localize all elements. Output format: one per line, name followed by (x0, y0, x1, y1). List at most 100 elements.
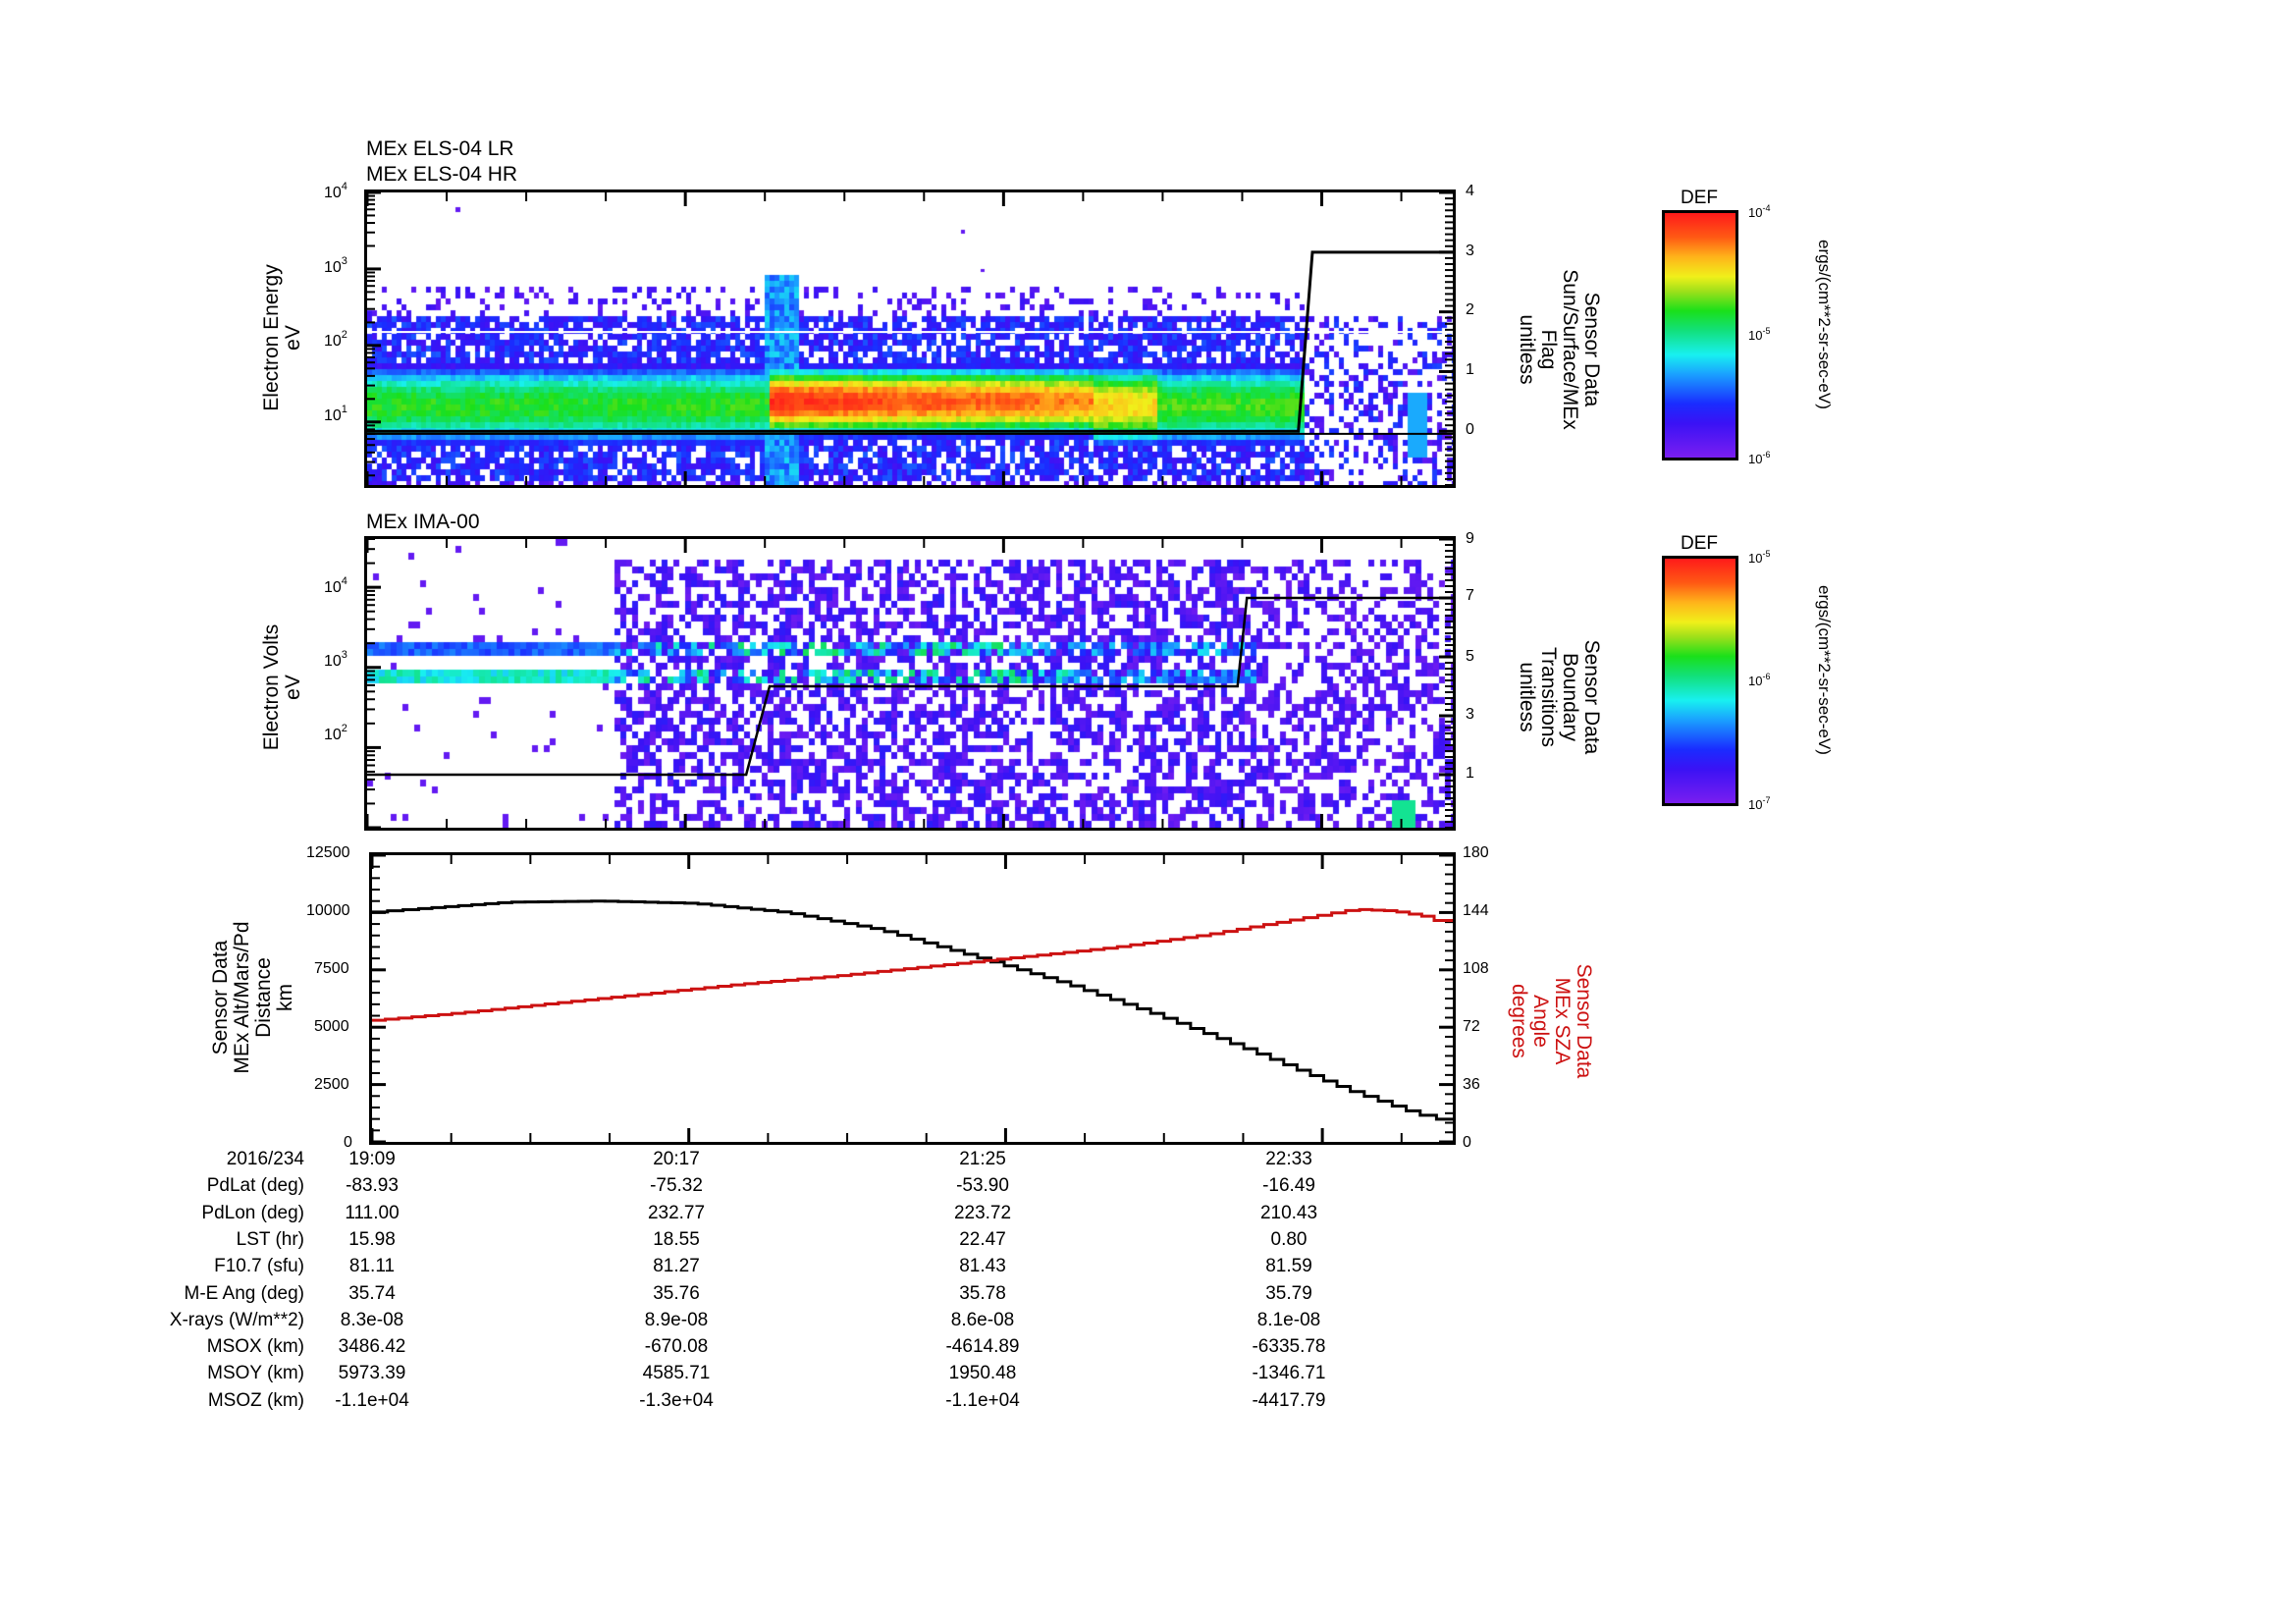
ephemeris-cell: -75.32 (650, 1175, 703, 1197)
ephemeris-row-label: F10.7 (sfu) (214, 1256, 304, 1277)
ephemeris-cell: -670.08 (644, 1336, 709, 1358)
els-right-axis-label-line1: Sensor Data (1580, 292, 1603, 407)
ima-colorbar-tick-min: 10-7 (1748, 795, 1771, 812)
ima-right-axis-label-line3: Transitions (1537, 647, 1560, 747)
ima-spectrogram (367, 539, 1453, 828)
ephemeris-row: MSOY (km) 5973.39 4585.71 1950.48 -1346.71 (0, 1363, 2296, 1388)
ima-right-tick-7: 7 (1466, 587, 1474, 604)
ima-colorbar-title: DEF (1681, 533, 1718, 554)
ephemeris-row: PdLat (deg) -83.93 -75.32 -53.90 -16.49 (0, 1175, 2296, 1201)
ephemeris-cell: 8.6e-08 (950, 1309, 1015, 1330)
ephemeris-cell: -1346.71 (1252, 1363, 1326, 1384)
els-colorbar (1662, 210, 1738, 460)
els-colorbar-tick-max: 10-4 (1748, 203, 1771, 220)
ima-ytick-1e3: 103 (324, 649, 347, 670)
ephemeris-row: MSOX (km) 3486.42 -670.08 -4614.89 -6335.78 (0, 1336, 2296, 1362)
els-spectrogram-panel (364, 189, 1456, 488)
ima-left-axis-label-line1: Electron Volts (260, 623, 283, 751)
ephemeris-row-label: LST (hr) (236, 1228, 304, 1250)
ephemeris-row: LST (hr) 15.98 18.55 22.47 0.80 (0, 1229, 2296, 1255)
ephemeris-row: MSOZ (km) -1.1e+04 -1.3e+04 -1.1e+04 -4417.7… (0, 1390, 2296, 1416)
ephemeris-cell: 223.72 (953, 1202, 1012, 1223)
ephemeris-cell: -1.3e+04 (639, 1389, 714, 1411)
orbit-left-axis-label-line4: km (274, 984, 296, 1011)
ima-right-tick-5: 5 (1466, 648, 1474, 665)
ima-right-axis-label-line4: unitless (1516, 662, 1538, 732)
els-left-axis-label-line2: eV (282, 325, 304, 351)
orbit-left-axis-label-line2: MEx Alt/Mars/Pd (231, 921, 253, 1074)
ima-title: MEx IMA-00 (366, 511, 480, 533)
orbit-right-tick-108: 108 (1463, 960, 1489, 977)
els-overlay (365, 190, 1453, 486)
ephemeris-row-label: PdLon (deg) (201, 1202, 304, 1223)
els-spectrogram (367, 192, 1453, 485)
orbit-right-tick-36: 36 (1463, 1076, 1480, 1093)
orbit-right-axis-label: Sensor Data MEx SZA Angle degrees (1504, 923, 1595, 1119)
ima-ytick-1e2: 102 (324, 723, 347, 743)
orbit-ytick-12500: 12500 (306, 844, 350, 861)
ephemeris-cell: 8.1e-08 (1256, 1309, 1321, 1330)
ephemeris-cell: 35.78 (959, 1282, 1006, 1304)
ephemeris-row-label: MSOZ (km) (207, 1389, 304, 1411)
els-colorbar-tick-mid: 10-5 (1748, 326, 1771, 343)
orbit-right-axis-label-line3: Angle (1529, 995, 1552, 1048)
els-right-tick-0: 0 (1466, 421, 1474, 438)
ephemeris-cell: 8.3e-08 (340, 1309, 404, 1330)
orbit-right-tick-144: 144 (1463, 902, 1489, 919)
ephemeris-row: 2016/234 19:09 20:17 21:25 22:33 (0, 1149, 2296, 1174)
ephemeris-cell: -53.90 (956, 1175, 1009, 1197)
els-left-axis-label-line1: Electron Energy (260, 264, 283, 411)
ephemeris-cell: 35.79 (1265, 1282, 1312, 1304)
ephemeris-cell: 19:09 (348, 1149, 396, 1169)
ima-right-axis-label: Sensor Data Boundary Transitions unitles… (1512, 599, 1603, 795)
els-title-lr: MEx ELS-04 LR (366, 137, 514, 160)
els-right-axis-label: Sensor Data Sun/Surface/MEx Flag unitles… (1512, 251, 1603, 448)
ephemeris-cell: 35.76 (653, 1282, 700, 1304)
ima-right-tick-3: 3 (1466, 706, 1474, 723)
ephemeris-cell: -1.1e+04 (335, 1389, 409, 1411)
els-title-hr: MEx ELS-04 HR (366, 163, 518, 186)
ephemeris-cell: -1.1e+04 (945, 1389, 1020, 1411)
ephemeris-cell: 81.11 (348, 1256, 396, 1277)
ephemeris-cell: 8.9e-08 (644, 1309, 709, 1330)
ephemeris-cell: -83.93 (346, 1175, 399, 1197)
orbit-right-tick-180: 180 (1463, 844, 1489, 861)
ima-ytick-1e4: 104 (324, 575, 347, 596)
els-colorbar-tick-min: 10-6 (1748, 450, 1771, 466)
els-ytick-1e3: 103 (324, 255, 347, 276)
els-right-tick-2: 2 (1466, 301, 1474, 318)
ephemeris-cell: 22:33 (1265, 1149, 1312, 1169)
ephemeris-cell: -16.49 (1262, 1175, 1315, 1197)
orbit-right-tick-72: 72 (1463, 1018, 1480, 1035)
ephemeris-row-label: M-E Ang (deg) (184, 1282, 305, 1304)
els-right-tick-1: 1 (1466, 361, 1474, 378)
ima-right-axis-label-line1: Sensor Data (1580, 639, 1603, 755)
els-right-tick-3: 3 (1466, 243, 1474, 259)
ima-colorbar (1662, 556, 1738, 806)
els-right-tick-4: 4 (1466, 183, 1474, 199)
ephemeris-cell: 232.77 (647, 1202, 706, 1223)
ephemeris-cell: 21:25 (959, 1149, 1006, 1169)
ephemeris-row: M-E Ang (deg) 35.74 35.76 35.78 35.79 (0, 1283, 2296, 1309)
els-ytick-1e1: 101 (324, 404, 347, 424)
orbit-ytick-10000: 10000 (306, 902, 350, 919)
orbit-right-tick-0: 0 (1463, 1134, 1471, 1151)
ephemeris-cell: 18.55 (653, 1228, 700, 1250)
ephemeris-cell: 3486.42 (338, 1336, 406, 1358)
ima-left-axis-label-line2: eV (282, 675, 304, 700)
orbit-ytick-7500: 7500 (314, 960, 349, 977)
ephemeris-row-label: PdLat (deg) (206, 1175, 304, 1197)
ephemeris-row-label: 2016/234 (226, 1149, 304, 1169)
els-right-axis-label-line3: Flag (1537, 329, 1560, 370)
ephemeris-cell: 20:17 (653, 1149, 700, 1169)
ephemeris-row-label: X-rays (W/m**2) (169, 1309, 304, 1330)
ephemeris-cell: 1950.48 (948, 1363, 1017, 1384)
els-right-axis-label-line2: Sun/Surface/MEx (1559, 269, 1581, 430)
orbit-lines (370, 853, 1453, 1144)
els-colorbar-unit: ergs/(cm**2-sr-sec-eV) (1815, 240, 1834, 409)
orbit-right-axis-label-line4: degrees (1508, 984, 1530, 1058)
ima-spectrogram-panel (364, 536, 1456, 831)
ephemeris-cell: -6335.78 (1252, 1336, 1326, 1358)
ephemeris-cell: -4417.79 (1252, 1389, 1326, 1411)
ima-colorbar-tick-mid: 10-6 (1748, 672, 1771, 688)
